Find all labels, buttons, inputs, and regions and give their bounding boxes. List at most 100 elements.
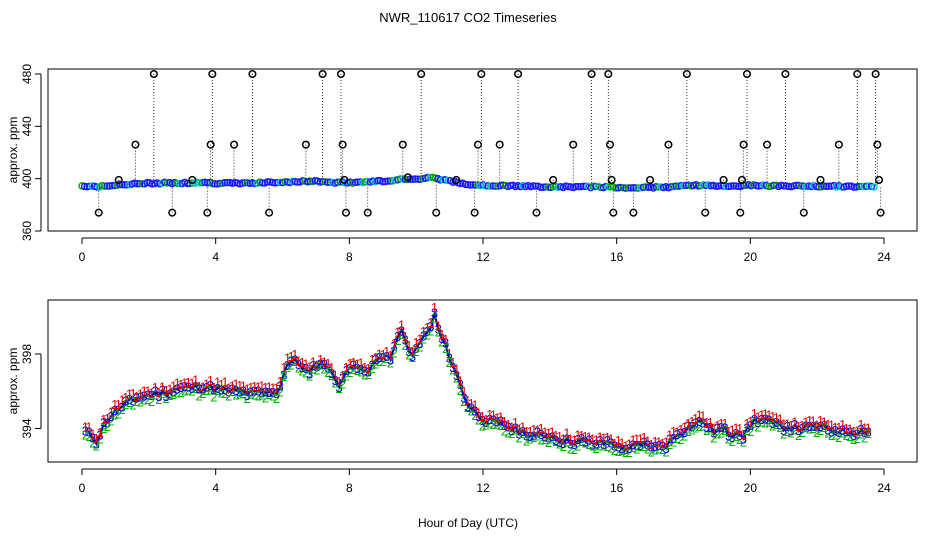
series-3-point-label: 3 — [685, 418, 692, 433]
series-1-point-label: 1 — [420, 324, 427, 339]
series-2-point-label: 2 — [530, 430, 537, 445]
series-1-point-label: 1 — [857, 417, 864, 432]
series-1-point-label: 1 — [424, 320, 431, 335]
series-3-point-label: 3 — [776, 418, 783, 433]
baseline-point — [622, 184, 630, 192]
series-1-point-label: 1 — [185, 375, 192, 390]
series-3-point-label: 3 — [350, 358, 357, 373]
series-2-point-label: 2 — [817, 423, 824, 438]
series-1-point-label: 1 — [729, 423, 736, 438]
series-1-point-label: 1 — [527, 424, 534, 439]
series-1-point-label: 1 — [618, 436, 625, 451]
baseline-point — [135, 179, 144, 188]
series-3-point-label: 3 — [640, 435, 647, 450]
series-3-point-label: 3 — [188, 381, 195, 396]
series-2-point-label: 2 — [328, 368, 335, 383]
series-1-point-label: 1 — [269, 380, 276, 395]
series-2-point-label: 2 — [486, 415, 493, 430]
baseline-point — [722, 182, 730, 191]
series-1-point-label: 1 — [688, 414, 695, 429]
bottom-x-axis: 0 4 8 12 16 20 24 — [79, 468, 891, 495]
series-1-point-label: 1 — [538, 421, 545, 436]
baseline-point — [694, 182, 703, 190]
series-3-point-label: 3 — [508, 423, 515, 438]
top-panel: 0 4 8 12 16 20 24 360 400 440 480 approx. ppm — [6, 64, 918, 264]
baseline-point — [855, 182, 863, 191]
series-3-point-label: 3 — [93, 436, 100, 451]
series-3-point-label: 3 — [688, 419, 695, 434]
series-2-point-label: 2 — [471, 408, 478, 423]
baseline-point — [223, 178, 232, 187]
baseline-point — [469, 181, 477, 189]
series-2-point-label: 2 — [600, 438, 607, 453]
series-3-point-label: 3 — [442, 336, 449, 351]
series-3-point-label: 3 — [449, 360, 456, 375]
series-1-point-label: 1 — [438, 327, 445, 342]
outlier-point — [470, 208, 479, 217]
series-3-point-label: 3 — [718, 420, 725, 435]
series-1-point-label: 1 — [225, 380, 232, 395]
series-1-point-label: 1 — [85, 419, 92, 434]
outlier-point — [719, 175, 728, 185]
y-tick-label: 360 — [20, 221, 34, 241]
outlier-point — [131, 140, 140, 149]
series-3-point-label: 3 — [398, 323, 405, 338]
series-2-point-label: 2 — [387, 356, 394, 371]
series-3-point-label: 3 — [515, 427, 522, 442]
series-1-point-label: 1 — [578, 428, 585, 443]
series-1-point-label: 1 — [736, 421, 743, 436]
series-1-point-label: 1 — [413, 335, 420, 350]
series-1-point-label: 1 — [596, 430, 603, 445]
series-3-point-label: 3 — [144, 387, 151, 402]
series-3-point-label: 3 — [446, 350, 453, 365]
series-1-point-label: 1 — [846, 422, 853, 437]
series-1-point-label: 1 — [332, 367, 339, 382]
series-2-point-label: 2 — [383, 351, 390, 366]
series-1-point-label: 1 — [703, 415, 710, 430]
series-2-point-label: 2 — [732, 429, 739, 444]
series-3-point-label: 3 — [501, 418, 508, 433]
series-2-point-label: 2 — [475, 413, 482, 428]
series-1-point-label: 1 — [560, 432, 567, 447]
series-1-point-label: 1 — [787, 418, 794, 433]
series-3-point-label: 3 — [799, 421, 806, 436]
series-1-point-label: 1 — [82, 419, 89, 434]
x-tick-label: 20 — [744, 481, 758, 495]
baseline-point — [822, 182, 831, 191]
baseline-point — [108, 181, 116, 190]
series-3-point-label: 3 — [85, 424, 92, 439]
series-2-point-label: 2 — [442, 341, 449, 356]
series-2-point-label: 2 — [482, 418, 489, 433]
series-2-point-label: 2 — [637, 439, 644, 454]
series-1-point-label: 1 — [600, 430, 607, 445]
series-1-point-label: 1 — [725, 424, 732, 439]
series-3-point-label: 3 — [420, 329, 427, 344]
baseline-point — [677, 181, 685, 190]
series-1-point-label: 1 — [368, 352, 375, 367]
outlier-point — [514, 69, 523, 79]
series-1-point-label: 1 — [93, 431, 100, 446]
series-2-point-label: 2 — [354, 363, 361, 378]
series-3-point-label: 3 — [247, 384, 254, 399]
series-1-point-label: 1 — [508, 419, 515, 434]
series-1-point-label: 1 — [497, 410, 504, 425]
series-1-point-label: 1 — [751, 406, 758, 421]
series-3-point-label: 3 — [835, 425, 842, 440]
series-2-point-label: 2 — [556, 437, 563, 452]
series-1-point-label: 1 — [361, 360, 368, 375]
series-2-point-label: 2 — [321, 361, 328, 376]
series-1-point-label: 1 — [214, 375, 221, 390]
series-1-point-label: 1 — [585, 429, 592, 444]
series-1-point-label: 1 — [107, 405, 114, 420]
outlier-point — [363, 208, 372, 217]
series-1-point-label: 1 — [865, 421, 872, 436]
series-1-point-label: 1 — [203, 376, 210, 391]
baseline-point — [426, 173, 435, 181]
series-3-point-label: 3 — [214, 381, 221, 396]
series-3-point-label: 3 — [266, 385, 273, 400]
series-1-point-label: 1 — [159, 380, 166, 395]
series-3-point-label: 3 — [666, 432, 673, 447]
series-2-point-label: 2 — [251, 387, 258, 402]
series-3-point-label: 3 — [225, 384, 232, 399]
series-2-point-label: 2 — [390, 345, 397, 360]
